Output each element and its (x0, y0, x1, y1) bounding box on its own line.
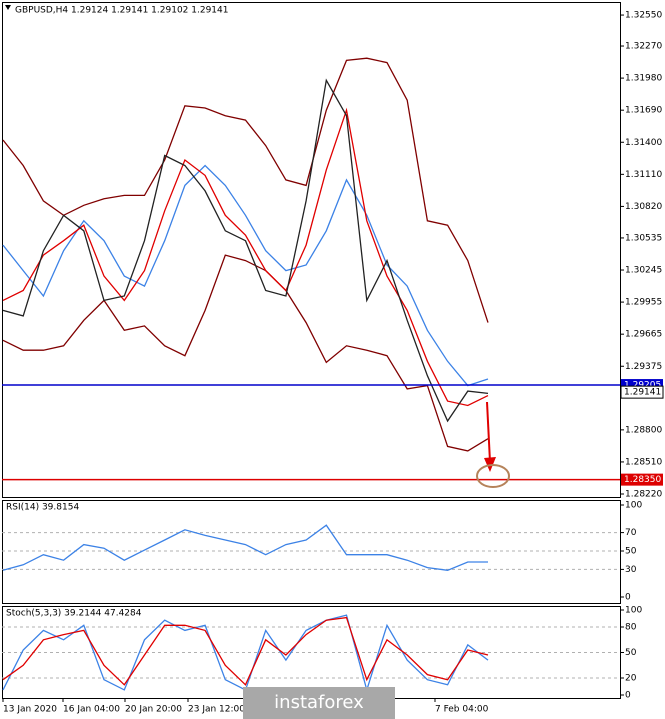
panel-title: RSI(14) 39.8154 (6, 503, 79, 513)
y-tick-label: 70 (625, 528, 637, 538)
series-line (2, 164, 489, 387)
y-tick-label: 0 (625, 691, 631, 701)
y-tick-label: 1.31110 (625, 170, 662, 180)
current-price-box (620, 385, 664, 399)
y-tick-label: 1.31690 (625, 106, 662, 116)
target-ellipse (476, 464, 510, 488)
y-tick-label: 50 (625, 547, 637, 557)
y-tick-label: 100 (625, 606, 642, 616)
x-tick-label: 7 Feb 04:00 (435, 705, 489, 715)
y-tick-label: 1.32270 (625, 42, 662, 52)
x-tick-label: 13 Jan 2020 (3, 705, 57, 715)
series-line (2, 616, 489, 686)
forecast-arrow (486, 401, 491, 463)
y-tick-label: 1.29955 (625, 298, 662, 308)
y-tick-label: 1.28220 (625, 490, 662, 500)
level-label-box (621, 473, 663, 486)
y-tick-label: 1.28510 (625, 457, 662, 467)
y-tick-label: 1.30535 (625, 233, 662, 243)
menu-arrow (5, 5, 11, 10)
y-tick-label: 80 (625, 623, 637, 633)
series-line (2, 57, 489, 323)
series-line (2, 78, 489, 423)
y-tick-label: 50 (625, 648, 637, 658)
y-tick-label: 1.28800 (625, 425, 662, 435)
x-tick-label: 23 Jan 12:00 (188, 705, 245, 715)
level-label: 1.29205 (624, 381, 661, 391)
plot-content: GBPUSD,H4 1.29124 1.29141 1.29102 1.2914… (2, 6, 664, 715)
series-line (2, 524, 488, 571)
y-tick-label: 20 (625, 674, 637, 684)
y-tick-label: 1.29665 (625, 330, 662, 340)
x-tick-label: 20 Jan 20:00 (125, 705, 182, 715)
y-tick-label: 30 (625, 565, 637, 575)
y-tick-label: 0 (625, 593, 631, 603)
panel-title: GBPUSD,H4 1.29124 1.29141 1.29102 1.2914… (15, 6, 228, 16)
panel-title: Stoch(5,3,3) 39.2144 47.4284 (6, 609, 142, 619)
series-line (2, 107, 489, 407)
rsi-panel (2, 500, 621, 604)
y-tick-label: 1.29375 (625, 362, 662, 372)
main-panel (2, 2, 621, 498)
y-tick-label: 1.31400 (625, 138, 662, 148)
watermark: instaforex (274, 692, 364, 713)
watermark-box (243, 687, 395, 719)
level-label: 1.28350 (624, 475, 661, 485)
x-tick-label: 16 Jan 04:00 (63, 705, 120, 715)
y-tick-label: 100 (625, 501, 642, 511)
y-tick-label: 1.30820 (625, 202, 662, 212)
series-line (2, 254, 489, 452)
current-price-label: 1.29141 (624, 388, 661, 398)
y-tick-label: 1.32550 (625, 11, 662, 21)
y-tick-label: 1.31980 (625, 74, 662, 84)
y-tick-label: 1.30245 (625, 266, 662, 276)
